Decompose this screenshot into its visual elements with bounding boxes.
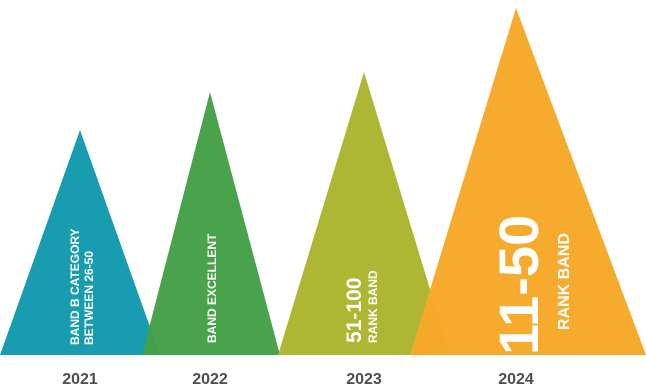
- year-label-2022: 2022: [192, 371, 228, 388]
- peak-2021-line-1: BAND B CATEGORY: [68, 228, 82, 345]
- peak-2021-line-2: BETWEEN 26-50: [82, 251, 96, 345]
- peak-2023-small-text: RANK BAND: [366, 270, 380, 343]
- peak-2022-line-1: BAND EXCELLENT: [205, 233, 219, 343]
- peak-2024: 11-50 RANK BAND: [410, 8, 646, 355]
- peak-2023-big-text: 51-100: [343, 278, 366, 343]
- year-label-2021: 2021: [62, 371, 98, 388]
- peak-2022-triangle: [142, 92, 280, 355]
- peak-2023-triangle: [278, 72, 450, 355]
- year-label-2024: 2024: [498, 371, 534, 388]
- peak-2024-small-text: RANK BAND: [556, 233, 573, 330]
- peak-2024-triangle: [410, 8, 646, 355]
- peak-2023: 51-100 RANK BAND: [278, 72, 450, 355]
- peak-2022: BAND EXCELLENT: [142, 92, 280, 355]
- year-label-2023: 2023: [346, 371, 382, 388]
- peak-2024-big-text: 11-50: [487, 215, 550, 355]
- peak-2021: BAND B CATEGORY BETWEEN 26-50: [0, 130, 160, 355]
- peak-2021-triangle: [0, 130, 160, 355]
